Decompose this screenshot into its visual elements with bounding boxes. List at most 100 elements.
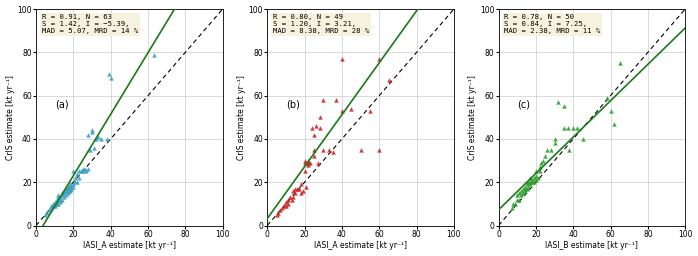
- Point: [553, 100, 564, 104]
- Point: [64, 187, 75, 191]
- Point: [295, 182, 306, 186]
- Point: [282, 197, 293, 201]
- Point: [549, 137, 560, 141]
- Point: [532, 176, 543, 180]
- Point: [60, 193, 71, 197]
- Point: [42, 210, 53, 215]
- Point: [297, 189, 309, 193]
- Point: [373, 57, 385, 61]
- Point: [64, 185, 75, 189]
- Point: [62, 185, 73, 189]
- Point: [64, 189, 75, 193]
- Point: [514, 197, 525, 201]
- Point: [45, 206, 57, 210]
- Point: [273, 210, 284, 215]
- Point: [601, 96, 612, 100]
- Point: [521, 187, 532, 191]
- Point: [92, 135, 103, 139]
- Point: [542, 148, 553, 152]
- Point: [281, 200, 292, 204]
- Point: [510, 202, 521, 206]
- Point: [71, 180, 82, 184]
- Point: [567, 126, 579, 130]
- Point: [281, 204, 292, 208]
- X-axis label: IASI_A estimate [kt yr⁻¹]: IASI_A estimate [kt yr⁻¹]: [83, 241, 176, 250]
- Point: [77, 167, 88, 171]
- Point: [558, 126, 570, 130]
- Text: (c): (c): [517, 100, 530, 110]
- Y-axis label: CrIS estimate [kt yr⁻¹]: CrIS estimate [kt yr⁻¹]: [237, 75, 246, 160]
- Point: [54, 197, 66, 201]
- Point: [526, 178, 537, 182]
- Point: [525, 182, 536, 186]
- Point: [318, 98, 329, 102]
- Point: [82, 133, 94, 137]
- Point: [276, 206, 288, 210]
- Point: [609, 122, 620, 126]
- Point: [59, 189, 70, 193]
- Point: [64, 182, 75, 186]
- Point: [310, 124, 321, 128]
- Point: [49, 200, 60, 204]
- Point: [512, 197, 523, 201]
- Point: [54, 195, 66, 199]
- Point: [519, 189, 530, 193]
- Point: [53, 195, 64, 199]
- Point: [304, 161, 315, 165]
- Point: [301, 185, 312, 189]
- Point: [53, 202, 64, 206]
- Point: [558, 104, 570, 109]
- Point: [62, 189, 73, 193]
- Point: [295, 191, 306, 195]
- Point: [506, 206, 517, 210]
- Point: [508, 202, 519, 206]
- Point: [43, 208, 54, 212]
- Point: [88, 145, 99, 150]
- Point: [59, 195, 70, 199]
- Point: [53, 193, 64, 197]
- Point: [292, 187, 303, 191]
- Point: [68, 185, 79, 189]
- Point: [346, 106, 357, 111]
- Point: [66, 185, 77, 189]
- Point: [314, 126, 325, 130]
- Point: [528, 180, 540, 184]
- Point: [288, 189, 299, 193]
- Point: [530, 178, 542, 182]
- Point: [288, 195, 299, 199]
- Point: [512, 193, 523, 197]
- X-axis label: IASI_B estimate [kt yr⁻¹]: IASI_B estimate [kt yr⁻¹]: [545, 241, 638, 250]
- Point: [73, 169, 84, 173]
- Point: [57, 193, 68, 197]
- Point: [90, 137, 101, 141]
- Point: [519, 185, 530, 189]
- Point: [60, 189, 71, 193]
- Point: [299, 158, 310, 163]
- Point: [515, 189, 526, 193]
- Point: [323, 148, 334, 152]
- Point: [309, 133, 320, 137]
- Point: [271, 213, 282, 217]
- Point: [66, 187, 77, 191]
- Point: [68, 182, 79, 186]
- Point: [49, 202, 60, 206]
- Point: [605, 109, 616, 113]
- Point: [562, 126, 573, 130]
- Point: [528, 176, 540, 180]
- Text: (a): (a): [54, 100, 68, 110]
- Point: [303, 161, 314, 165]
- Point: [373, 148, 385, 152]
- Point: [290, 187, 301, 191]
- Point: [299, 161, 310, 165]
- Point: [54, 200, 66, 204]
- Point: [517, 187, 528, 191]
- Point: [284, 195, 295, 199]
- Point: [514, 191, 525, 195]
- Point: [87, 128, 98, 132]
- Point: [331, 98, 342, 102]
- Point: [530, 169, 542, 173]
- Point: [537, 158, 549, 163]
- Point: [290, 191, 301, 195]
- Point: [96, 137, 107, 141]
- Text: R = 0.91, N = 63
S = 1.42, I = −5.39,
MAD = 5.07, MRD = 14 %: R = 0.91, N = 63 S = 1.42, I = −5.39, MA…: [42, 15, 138, 35]
